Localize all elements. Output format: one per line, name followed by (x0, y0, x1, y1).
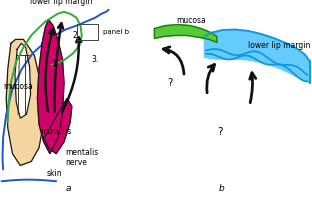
Text: mucosa: mucosa (176, 16, 206, 25)
Polygon shape (154, 25, 217, 42)
Text: lower lip margin: lower lip margin (30, 0, 92, 6)
Text: a: a (66, 184, 71, 193)
Polygon shape (15, 43, 31, 118)
Text: mucosa: mucosa (3, 82, 33, 91)
Text: skin: skin (47, 169, 62, 178)
Text: ?: ? (167, 78, 173, 88)
Text: 2.: 2. (73, 31, 80, 40)
Polygon shape (37, 20, 64, 154)
Polygon shape (6, 39, 44, 165)
Text: 3.: 3. (91, 55, 99, 64)
Text: muscles: muscles (41, 127, 72, 137)
Text: ?: ? (217, 127, 223, 137)
Text: b: b (219, 184, 224, 193)
Polygon shape (44, 98, 72, 154)
Polygon shape (204, 30, 310, 83)
Text: lower lip margin: lower lip margin (248, 41, 310, 50)
Text: panel b: panel b (103, 29, 129, 34)
Text: 1.: 1. (51, 59, 58, 68)
Text: mentalis
nerve: mentalis nerve (66, 148, 99, 167)
